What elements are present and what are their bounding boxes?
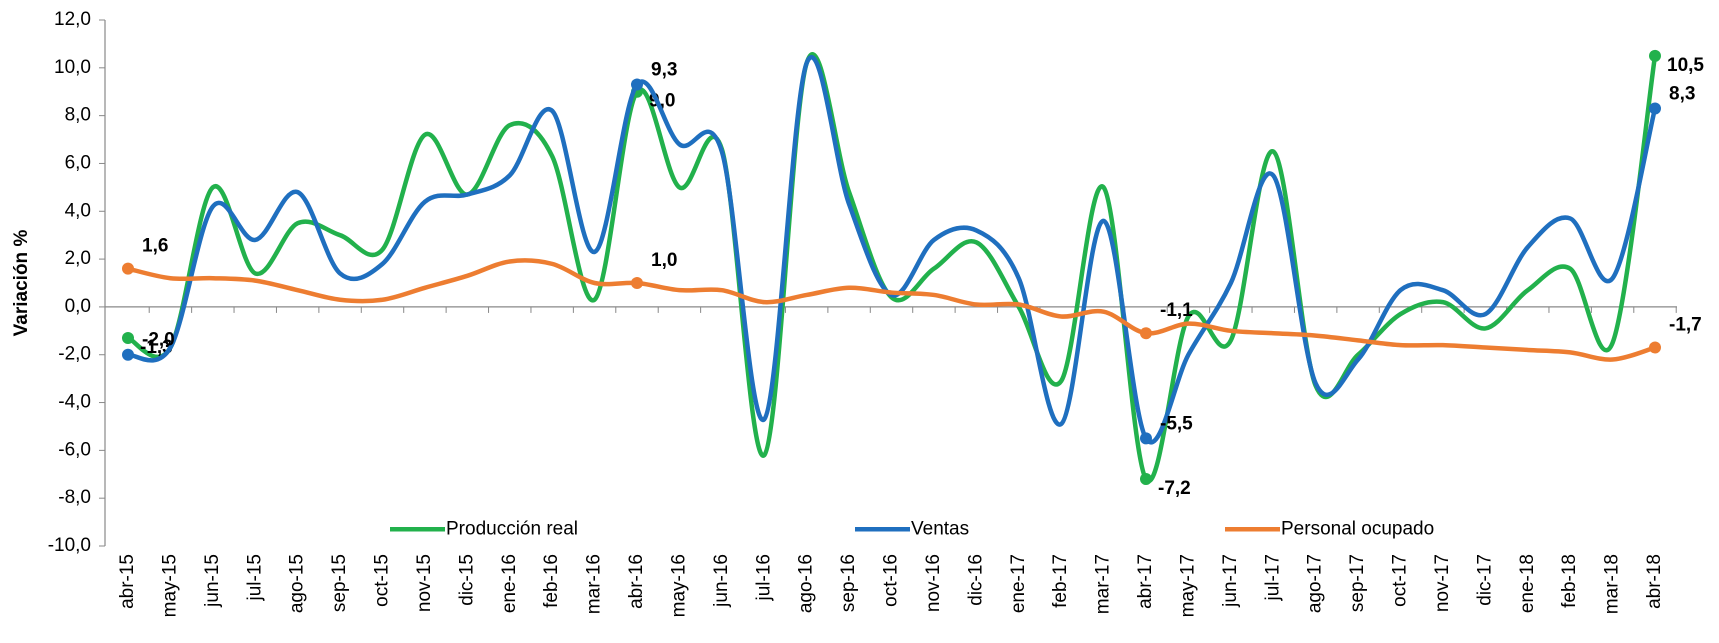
x-tick-label: sep-17 [1347,554,1368,612]
data-point [122,262,134,275]
data-label: 1,0 [651,250,677,271]
x-tick-label: feb-17 [1050,554,1071,608]
x-tick-label: feb-18 [1559,554,1580,608]
legend-label: Personal ocupado [1281,518,1434,539]
data-point [1140,327,1152,340]
x-tick-label: jun-16 [711,554,732,608]
y-tick-label: -2,0 [58,344,91,365]
x-tick-label: abr-18 [1644,554,1665,609]
y-tick-label: -6,0 [58,439,91,460]
series-line [127,55,1658,445]
series-line [127,258,1656,362]
data-point [631,277,643,289]
x-tick-label: may-16 [668,554,689,617]
x-tick-label: ene-16 [499,554,520,613]
x-tick-label: jul-17 [1262,554,1283,601]
y-tick-label: 8,0 [65,105,91,126]
y-tick-label: -4,0 [58,392,91,413]
x-tick-label: abr-16 [626,554,647,609]
data-label: 8,3 [1669,83,1695,104]
data-label: -1,7 [1669,315,1702,336]
x-tick-label: jul-15 [244,554,265,601]
x-tick-label: sep-15 [329,554,350,612]
data-label: -2,0 [142,330,175,351]
x-tick-label: ago-15 [287,554,308,613]
data-label: 9,3 [651,60,677,81]
x-tick-label: abr-15 [117,554,138,609]
x-tick-label: jul-16 [753,554,774,601]
x-tick-label: sep-16 [838,554,859,612]
x-tick-label: dic-16 [965,554,986,606]
x-tick-label: ene-18 [1517,554,1538,613]
x-tick-label: dic-17 [1474,554,1495,606]
legend-label: Producción real [446,518,578,539]
x-tick-label: jun-15 [202,554,223,608]
x-tick-label: oct-16 [881,554,902,607]
x-tick-label: mar-16 [584,554,605,614]
x-tick-label: ago-16 [796,554,817,613]
y-axis-label: Variación % [11,230,32,337]
x-tick-label: oct-15 [372,554,393,607]
data-point [1649,341,1661,354]
y-tick-label: 12,0 [54,9,91,30]
x-tick-label: nov-16 [923,554,944,612]
x-tick-label: nov-17 [1432,554,1453,612]
x-tick-label: ago-17 [1305,554,1326,613]
data-point [122,348,134,361]
data-point [1140,432,1152,445]
y-tick-label: 0,0 [65,296,91,317]
data-label: -1,1 [1160,300,1193,321]
data-label: -5,5 [1160,413,1193,434]
y-tick-label: 10,0 [54,57,91,78]
x-tick-label: mar-18 [1602,554,1623,614]
x-tick-label: oct-17 [1390,554,1411,607]
data-point [1649,49,1661,62]
data-label: 10,5 [1667,55,1704,76]
x-tick-label: mar-17 [1093,554,1114,614]
data-point [1649,102,1661,115]
x-tick-label: may-17 [1177,554,1198,617]
y-tick-label: 6,0 [65,152,91,173]
data-point [1140,473,1152,486]
x-tick-label: jun-17 [1220,554,1241,608]
data-label: -7,2 [1158,478,1191,499]
data-label: 1,6 [142,236,168,257]
y-tick-label: -8,0 [58,487,91,508]
x-tick-label: may-15 [159,554,180,617]
y-tick-label: 4,0 [65,200,91,221]
x-tick-label: abr-17 [1135,554,1156,609]
x-tick-label: ene-17 [1008,554,1029,613]
legend-label: Ventas [911,518,969,539]
x-tick-label: nov-15 [414,554,435,612]
y-tick-label: 2,0 [65,248,91,269]
x-tick-label: feb-16 [541,554,562,608]
data-point [631,78,643,91]
y-tick-label: -10,0 [48,535,91,556]
x-tick-label: dic-15 [456,554,477,606]
series-line [126,52,1658,484]
data-point [122,331,134,344]
